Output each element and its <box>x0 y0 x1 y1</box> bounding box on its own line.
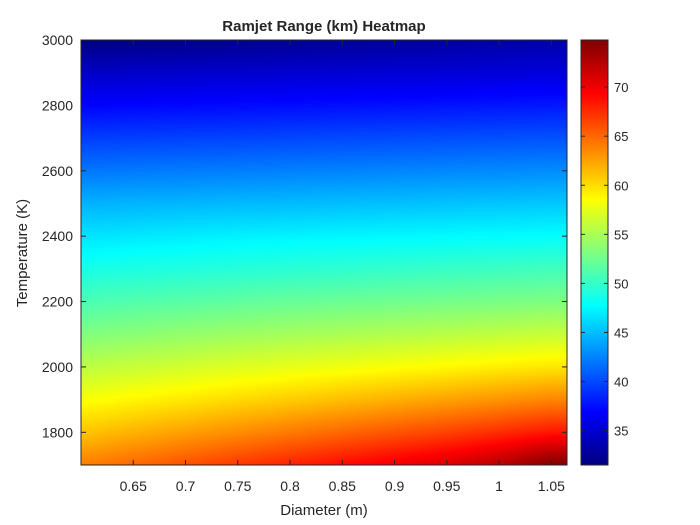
x-tick-label: 0.65 <box>120 478 147 494</box>
y-tick-label: 1800 <box>42 424 73 440</box>
x-tick-label: 0.95 <box>433 478 460 494</box>
colorbar-tick-label: 55 <box>614 227 628 242</box>
x-tick-label: 0.7 <box>176 478 196 494</box>
y-tick-label: 3000 <box>42 32 73 48</box>
x-tick-label: 0.8 <box>280 478 300 494</box>
colorbar-tick-label: 60 <box>614 178 628 193</box>
colorbar-tick-label: 35 <box>614 424 628 439</box>
colorbar: 35 40 45 50 55 60 65 70 <box>580 39 628 466</box>
y-tick-label: 2200 <box>42 294 73 310</box>
y-tick-label: 2000 <box>42 359 73 375</box>
x-tick-label: 0.75 <box>224 478 251 494</box>
colorbar-ticks: 35 40 45 50 55 60 65 70 <box>581 80 628 439</box>
plot-frame <box>80 39 568 466</box>
heatmap-image <box>81 40 567 465</box>
colorbar-tick-label: 40 <box>614 375 628 390</box>
y-tick-label: 2600 <box>42 163 73 179</box>
x-tick-label: 1 <box>495 478 503 494</box>
colorbar-tick-label: 45 <box>614 325 628 340</box>
y-axis-ticks: 1800 2000 2200 2400 2600 2800 3000 <box>42 32 567 440</box>
colorbar-frame <box>580 39 609 466</box>
x-tick-label: 1.05 <box>538 478 565 494</box>
x-axis-label: Diameter (m) <box>280 502 368 519</box>
colorbar-tick-label: 70 <box>614 80 628 95</box>
colorbar-gradient <box>581 40 608 465</box>
plot-area <box>80 39 568 466</box>
y-axis-label: Temperature (K) <box>14 199 31 307</box>
x-axis-ticks: 0.65 0.7 0.75 0.8 0.85 0.9 0.95 1 1.05 <box>120 40 565 494</box>
colorbar-tick-label: 65 <box>614 129 628 144</box>
y-tick-label: 2800 <box>42 97 73 113</box>
x-tick-label: 0.9 <box>385 478 405 494</box>
y-tick-label: 2400 <box>42 228 73 244</box>
chart-title: Ramjet Range (km) Heatmap <box>222 18 425 35</box>
x-tick-label: 0.85 <box>329 478 356 494</box>
colorbar-tick-label: 50 <box>614 276 628 291</box>
